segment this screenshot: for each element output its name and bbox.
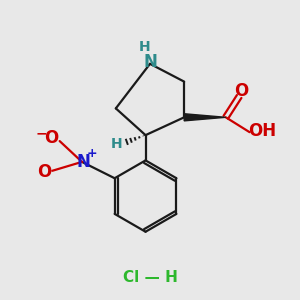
- Text: O: O: [37, 163, 51, 181]
- Text: H: H: [111, 137, 122, 151]
- Polygon shape: [184, 114, 226, 121]
- Text: +: +: [87, 147, 98, 160]
- Text: H: H: [139, 40, 151, 54]
- Text: O: O: [234, 82, 249, 100]
- Text: O: O: [44, 128, 58, 146]
- Text: OH: OH: [248, 122, 276, 140]
- Text: Cl — H: Cl — H: [123, 270, 177, 285]
- Text: N: N: [76, 153, 90, 171]
- Text: −: −: [35, 127, 47, 141]
- Text: N: N: [143, 53, 157, 71]
